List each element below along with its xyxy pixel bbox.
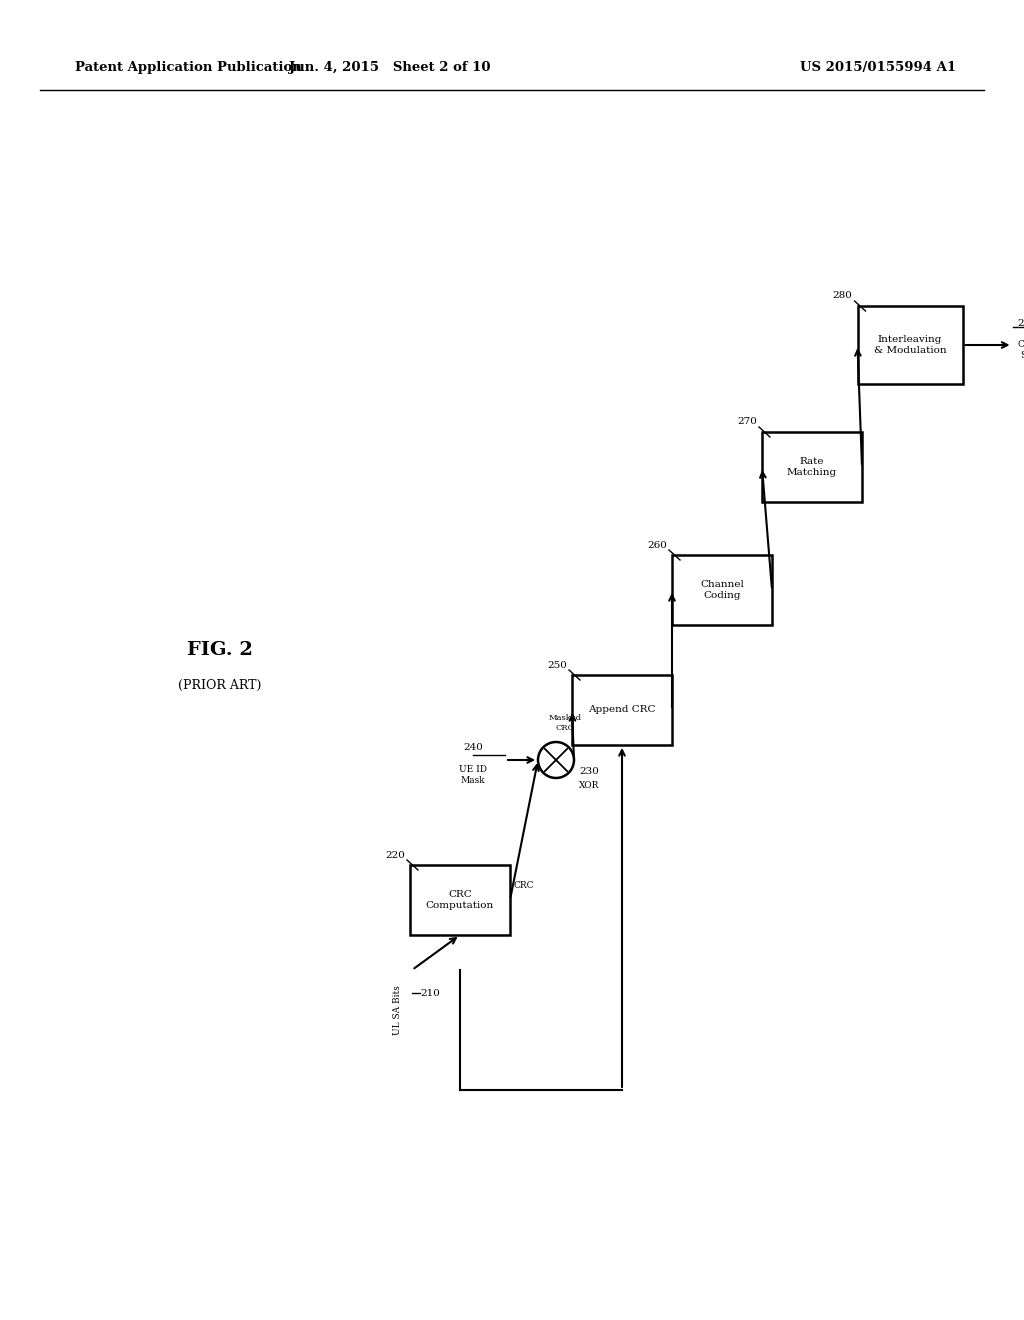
Text: 290: 290: [1018, 318, 1024, 327]
Text: Patent Application Publication: Patent Application Publication: [75, 62, 302, 74]
Text: Channel
Coding: Channel Coding: [700, 581, 744, 599]
Text: Masked
CRC: Masked CRC: [549, 714, 582, 731]
Text: FIG. 2: FIG. 2: [187, 642, 253, 659]
Text: 220: 220: [385, 850, 406, 859]
Text: XOR: XOR: [579, 780, 599, 789]
Text: UL SA Bits: UL SA Bits: [393, 985, 402, 1035]
Text: 280: 280: [833, 292, 853, 301]
Text: US 2015/0155994 A1: US 2015/0155994 A1: [800, 62, 956, 74]
Bar: [672, 554, 772, 624]
Text: 240: 240: [463, 743, 483, 752]
Text: Control
Signal: Control Signal: [1018, 341, 1024, 360]
Text: Jun. 4, 2015   Sheet 2 of 10: Jun. 4, 2015 Sheet 2 of 10: [289, 62, 490, 74]
Text: 210: 210: [420, 989, 440, 998]
Text: Rate
Matching: Rate Matching: [786, 457, 837, 477]
Text: CRC: CRC: [514, 880, 535, 890]
Bar: [857, 306, 963, 384]
Bar: [762, 432, 862, 502]
Text: (PRIOR ART): (PRIOR ART): [178, 678, 262, 692]
Bar: [410, 865, 510, 935]
Bar: [572, 675, 672, 744]
Text: 250: 250: [547, 660, 567, 669]
Text: Interleaving
& Modulation: Interleaving & Modulation: [873, 335, 946, 355]
Text: 270: 270: [737, 417, 757, 426]
Text: 230: 230: [579, 767, 599, 776]
Text: 260: 260: [647, 540, 667, 549]
Text: UE ID
Mask: UE ID Mask: [459, 766, 487, 784]
Text: CRC
Computation: CRC Computation: [426, 890, 495, 909]
Text: Append CRC: Append CRC: [588, 705, 655, 714]
